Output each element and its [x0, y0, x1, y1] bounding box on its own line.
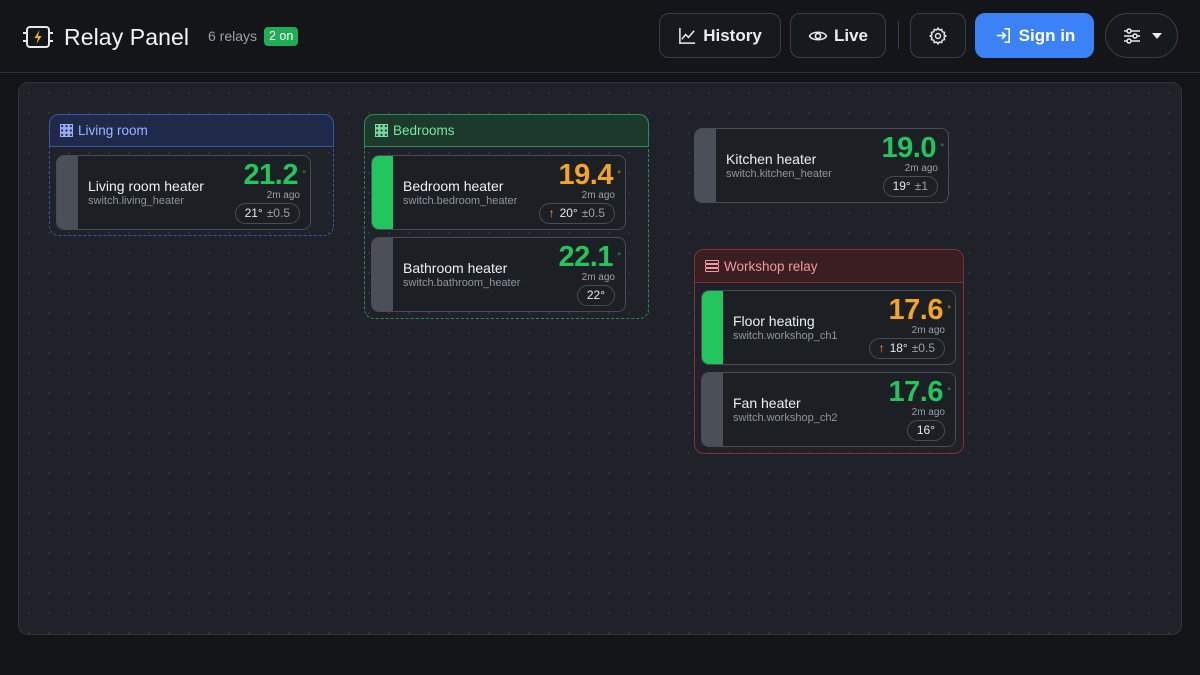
setpoint-tolerance: ±0.5	[911, 341, 935, 355]
settings-button[interactable]	[910, 13, 966, 58]
top-bar: Relay Panel 6 relays 2 on History Live S…	[0, 0, 1200, 73]
relay-entity-id: switch.living_heater	[88, 195, 184, 207]
setpoint-pill[interactable]: 19° ±1	[882, 176, 938, 197]
group-header[interactable]: Living room	[49, 114, 334, 147]
relay-logo-icon	[23, 26, 53, 48]
relay-state-bar[interactable]	[372, 238, 393, 311]
relay-name: Bedroom heater	[403, 178, 504, 194]
setpoint-tolerance: ±0.5	[581, 206, 605, 220]
relay-entity-id: switch.bathroom_heater	[403, 277, 521, 289]
current-temperature: 22.1	[558, 241, 614, 273]
setpoint-pill[interactable]: 22°	[576, 285, 615, 306]
setpoint-value: 20°	[559, 206, 578, 220]
toolbar-divider	[898, 21, 899, 49]
relay-count: 6 relays	[208, 28, 258, 44]
setpoint-value: 22°	[586, 288, 605, 302]
degree-symbol: °	[947, 386, 951, 396]
relay-name: Living room heater	[88, 178, 204, 194]
relay-card-bedroom-heater[interactable]: Bedroom heater switch.bedroom_heater 19.…	[371, 155, 626, 230]
setpoint-pill[interactable]: ↑ 18° ±0.5	[868, 338, 945, 359]
group-label: Workshop relay	[724, 258, 818, 274]
sign-in-button[interactable]: Sign in	[975, 13, 1094, 58]
relay-entity-id: switch.kitchen_heater	[726, 168, 832, 180]
setpoint-pill[interactable]: ↑ 20° ±0.5	[538, 203, 615, 224]
relay-state-bar[interactable]	[57, 156, 78, 229]
relay-card-kitchen-heater[interactable]: Kitchen heater switch.kitchen_heater 19.…	[694, 128, 949, 203]
last-updated: 2m ago	[911, 407, 945, 418]
degree-symbol: °	[302, 169, 306, 179]
sign-in-label: Sign in	[1018, 25, 1076, 45]
last-updated: 2m ago	[911, 325, 945, 336]
current-temperature: 17.6	[888, 376, 944, 408]
grid-icon	[60, 124, 73, 137]
relay-name: Kitchen heater	[726, 151, 817, 167]
relay-card-living-room-heater[interactable]: Living room heater switch.living_heater …	[56, 155, 311, 230]
relay-card-bathroom-heater[interactable]: Bathroom heater switch.bathroom_heater 2…	[371, 237, 626, 312]
live-label: Live	[833, 25, 869, 45]
caret-down-icon	[1151, 32, 1162, 39]
setpoint-value: 16°	[916, 423, 935, 437]
relay-card-fan-heater[interactable]: Fan heater switch.workshop_ch2 17.6 ° 2m…	[701, 372, 956, 447]
login-icon	[996, 28, 1010, 43]
grid-icon	[375, 124, 388, 137]
live-button[interactable]: Live	[790, 13, 886, 58]
history-label: History	[703, 25, 762, 45]
app-title: Relay Panel	[64, 23, 190, 50]
group-workshop-relay[interactable]: Workshop relay Floor heating switch.work…	[694, 249, 964, 454]
setpoint-tolerance: ±0.5	[266, 206, 290, 220]
eye-icon	[808, 30, 828, 41]
degree-symbol: °	[947, 304, 951, 314]
degree-symbol: °	[940, 142, 944, 152]
degree-symbol: °	[617, 251, 621, 261]
relay-name: Floor heating	[733, 313, 815, 329]
current-temperature: 19.4	[558, 159, 614, 191]
relay-icon	[705, 260, 719, 272]
view-options-dropdown[interactable]	[1105, 13, 1178, 58]
chart-line-icon	[679, 27, 696, 44]
last-updated: 2m ago	[266, 190, 300, 201]
relay-state-bar[interactable]	[702, 291, 723, 364]
heating-arrow-icon: ↑	[878, 341, 885, 355]
relay-entity-id: switch.bedroom_heater	[403, 195, 518, 207]
relay-state-bar[interactable]	[372, 156, 393, 229]
relay-entity-id: switch.workshop_ch2	[733, 412, 838, 424]
gear-icon	[928, 26, 948, 45]
setpoint-value: 18°	[889, 341, 908, 355]
current-temperature: 17.6	[888, 294, 944, 326]
group-bedrooms[interactable]: Bedrooms Bedroom heater switch.bedroom_h…	[364, 114, 649, 319]
last-updated: 2m ago	[904, 163, 938, 174]
setpoint-value: 21°	[244, 206, 263, 220]
group-header[interactable]: Bedrooms	[364, 114, 649, 147]
on-count-badge: 2 on	[264, 27, 299, 46]
relay-entity-id: switch.workshop_ch1	[733, 330, 838, 342]
group-living-room[interactable]: Living room Living room heater switch.li…	[49, 114, 334, 236]
degree-symbol: °	[617, 169, 621, 179]
relay-state-bar[interactable]	[695, 129, 716, 202]
relay-name: Fan heater	[733, 395, 801, 411]
history-button[interactable]: History	[659, 13, 781, 58]
setpoint-pill[interactable]: 21° ±0.5	[234, 203, 300, 224]
setpoint-tolerance: ±1	[914, 179, 928, 193]
group-header[interactable]: Workshop relay	[695, 250, 963, 283]
setpoint-value: 19°	[892, 179, 911, 193]
relay-name: Bathroom heater	[403, 260, 508, 276]
group-label: Bedrooms	[393, 123, 455, 138]
heating-arrow-icon: ↑	[548, 206, 555, 220]
last-updated: 2m ago	[581, 190, 615, 201]
current-temperature: 21.2	[243, 159, 299, 191]
current-temperature: 19.0	[881, 132, 937, 164]
sliders-icon	[1123, 27, 1140, 44]
last-updated: 2m ago	[581, 272, 615, 283]
relay-state-bar[interactable]	[702, 373, 723, 446]
brand: Relay Panel	[22, 21, 189, 53]
group-label: Living room	[78, 123, 148, 138]
relay-card-floor-heating[interactable]: Floor heating switch.workshop_ch1 17.6 °…	[701, 290, 956, 365]
setpoint-pill[interactable]: 16°	[906, 420, 945, 441]
relay-canvas[interactable]: Living room Living room heater switch.li…	[18, 82, 1182, 635]
